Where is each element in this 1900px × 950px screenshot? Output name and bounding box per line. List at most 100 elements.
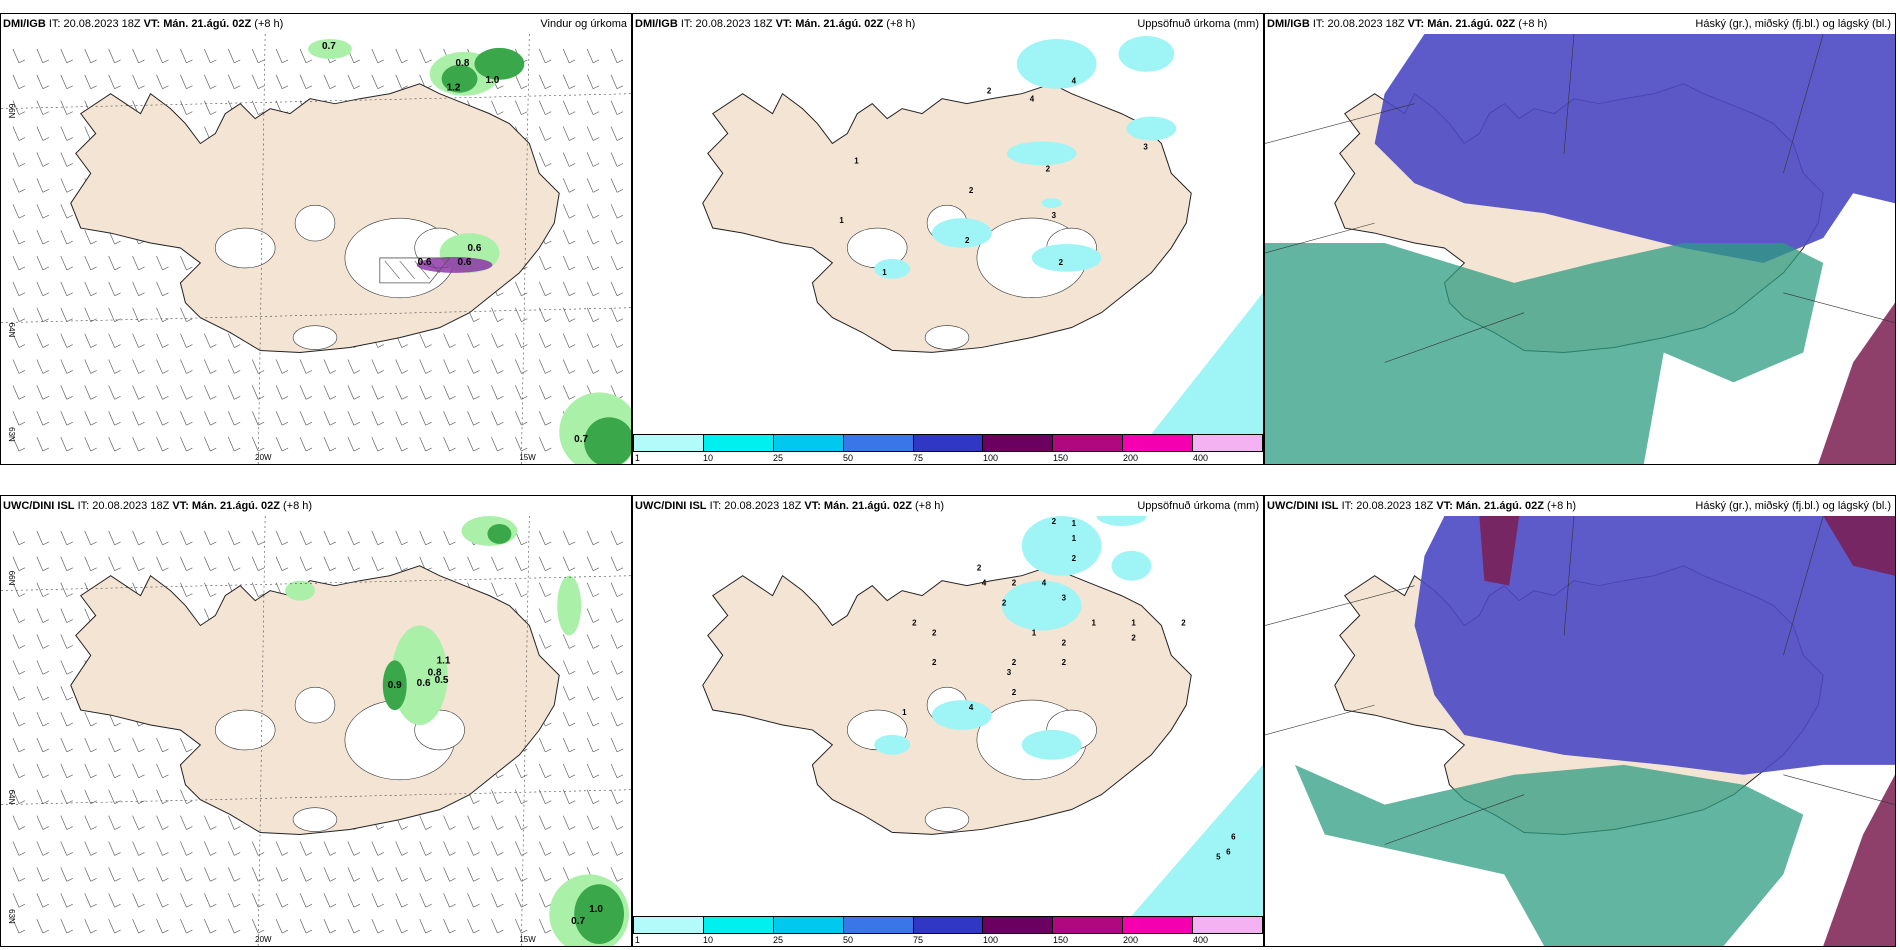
wind-barb: [371, 359, 384, 374]
wind-barb: [84, 333, 97, 348]
precip-areas: [285, 516, 629, 946]
wind-barb: [586, 204, 600, 219]
wind-barb: [180, 841, 193, 856]
wind-barb: [275, 556, 289, 572]
wind-barb: [371, 556, 384, 572]
wind-barb: [586, 229, 600, 245]
wind-barb: [586, 333, 600, 348]
wind-barb: [371, 530, 384, 546]
precip-value: 2: [1131, 633, 1136, 642]
wind-barb: [491, 815, 504, 830]
wind-barb: [610, 178, 624, 193]
wind-barb: [108, 867, 121, 882]
init-time: IT: 20.08.2023 18Z: [48, 18, 141, 30]
wind-barb: [180, 100, 193, 115]
wind-barb: [347, 385, 361, 400]
lat-label: 63N: [7, 427, 16, 442]
panel-title: Háský (gr.), miðský (fj.bl.) og lágský (…: [1695, 500, 1891, 512]
colorbar-swatch: [913, 435, 984, 451]
lead-time: (+8 h): [283, 500, 313, 512]
wind-barb: [132, 333, 145, 348]
panel-header: UWC/DINI ISL IT: 20.08.2023 18Z VT: Mán.…: [633, 496, 1263, 516]
wind-barb: [108, 893, 121, 908]
precip-value: 3: [1007, 668, 1012, 677]
wind-barb: [108, 74, 121, 90]
wind-barb: [12, 436, 26, 452]
axis-labels: 66N 64N 63N 20W 15W: [7, 104, 536, 462]
wind-barb: [562, 307, 576, 322]
wind-barb: [586, 686, 600, 701]
wind-barb: [156, 281, 169, 297]
colorbar-swatch: [1123, 435, 1194, 451]
wind-barb: [586, 48, 600, 64]
wind-barb: [12, 281, 26, 297]
wind-barb: [347, 74, 361, 90]
wind-barb: [323, 556, 337, 572]
wind-barb: [562, 229, 576, 245]
wind-barb: [275, 841, 289, 856]
wind-barb: [538, 359, 552, 374]
wind-barb: [108, 436, 121, 452]
wind-barb: [323, 359, 337, 374]
grid-line: [1, 789, 631, 805]
wind-barb: [180, 556, 193, 572]
wind-barb: [84, 281, 97, 297]
wind-barb: [467, 841, 480, 856]
wind-barb: [12, 255, 26, 271]
lon-label: 15W: [519, 935, 536, 944]
colorbar-swatch: [983, 435, 1054, 451]
wind-barb: [610, 359, 624, 374]
wind-barb: [371, 411, 384, 426]
wind-barb: [251, 74, 265, 90]
axis-labels: 66N 64N 63N 20W 15W: [7, 571, 536, 944]
wind-barb: [491, 556, 504, 572]
wind-barb: [491, 100, 504, 115]
wind-barb: [610, 255, 624, 271]
wind-barb: [227, 867, 241, 882]
wind-barb: [36, 711, 50, 727]
colorbar-swatch: [1193, 435, 1263, 451]
wind-barb: [36, 100, 50, 115]
wind-barb: [299, 893, 313, 908]
wind-barb: [371, 436, 384, 452]
lat-label: 64N: [7, 323, 16, 338]
panel-clouds-uwc: UWC/DINI ISL IT: 20.08.2023 18Z VT: Mán.…: [1264, 495, 1896, 947]
wind-barb: [586, 634, 600, 649]
wind-barb: [60, 333, 73, 348]
wind-barb: [36, 411, 50, 426]
wind-barb: [562, 74, 576, 90]
wind-barb: [60, 634, 73, 649]
wind-barb: [12, 204, 26, 219]
wind-barb: [491, 436, 504, 452]
wind-barb: [515, 333, 528, 348]
wind-barb: [562, 281, 576, 297]
precip-value: 4: [1042, 579, 1047, 588]
wind-barb: [323, 918, 337, 934]
wind-value: 0.7: [322, 41, 336, 52]
wind-barb: [12, 229, 26, 245]
wind-barb: [36, 686, 50, 701]
wind-barb: [347, 359, 361, 374]
colorbar-swatch: [1053, 435, 1124, 451]
wind-barb: [84, 307, 97, 322]
precip-value: 2: [1012, 579, 1017, 588]
colorbar-label: 50: [843, 453, 854, 463]
wind-barb: [515, 789, 528, 804]
grid-lines: [1265, 516, 1895, 845]
wind-barb: [610, 763, 624, 779]
wind-barb: [395, 48, 408, 64]
wind-barb: [12, 556, 26, 572]
wind-barb: [108, 411, 121, 426]
wind-barb: [562, 711, 576, 727]
wind-barb: [515, 436, 528, 452]
wind-value-labels: 0.7 0.8 1.2 1.0 0.6 0.6 0.6 0.7: [322, 41, 589, 445]
valid-label: VT:: [775, 18, 793, 30]
valid-time: Mán. 21.ágú. 02Z: [823, 500, 912, 512]
wind-barb: [299, 841, 313, 856]
lon-label: 20W: [255, 453, 272, 462]
wind-barb: [84, 918, 97, 934]
wind-barb: [12, 582, 26, 597]
low-cloud-area: [1818, 302, 1895, 464]
wind-barb: [12, 634, 26, 649]
wind-barb: [610, 686, 624, 701]
